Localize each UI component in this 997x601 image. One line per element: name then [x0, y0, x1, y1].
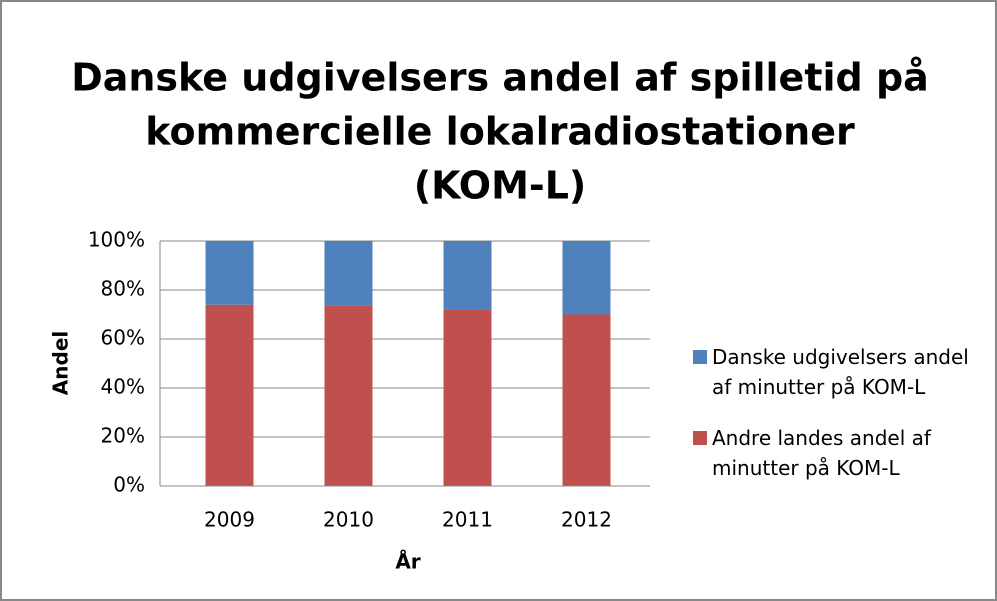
x-tick-label: 2009 — [204, 508, 255, 532]
bar-segment — [443, 309, 492, 486]
y-tick-label: 100% — [88, 228, 145, 252]
bar-segment — [562, 314, 611, 486]
bar-segment — [562, 241, 611, 315]
bar-segment — [324, 305, 373, 486]
x-tick-label: 2010 — [323, 508, 374, 532]
legend-label: Andre landes andel af minutter på KOM-L — [712, 426, 931, 480]
bar-segment — [443, 241, 492, 310]
chart-title: Danske udgivelsers andel af spilletid på — [71, 56, 929, 100]
y-tick-label: 60% — [101, 326, 145, 350]
legend-swatch — [693, 350, 707, 364]
legend-swatch — [693, 431, 707, 445]
x-tick-label: 2011 — [442, 508, 493, 532]
y-tick-label: 80% — [101, 277, 145, 301]
x-axis-label: År — [395, 550, 420, 574]
bar-segment — [324, 241, 373, 306]
x-tick-label: 2012 — [561, 508, 612, 532]
bar-segment — [205, 241, 254, 305]
legend-label: Danske udgivelsers andel af minutter på … — [712, 345, 969, 399]
legend-item: Danske udgivelsers andel af minutter på … — [693, 342, 983, 402]
legend-item: Andre landes andel af minutter på KOM-L — [693, 423, 983, 483]
y-tick-label: 40% — [101, 375, 145, 399]
chart-title: (KOM-L) — [414, 164, 587, 208]
bar-segment — [205, 304, 254, 486]
y-tick-label: 20% — [101, 424, 145, 448]
chart-title: kommercielle lokalradiostationer — [145, 110, 855, 154]
y-tick-label: 0% — [113, 473, 145, 497]
y-axis-label: Andel — [49, 331, 73, 395]
